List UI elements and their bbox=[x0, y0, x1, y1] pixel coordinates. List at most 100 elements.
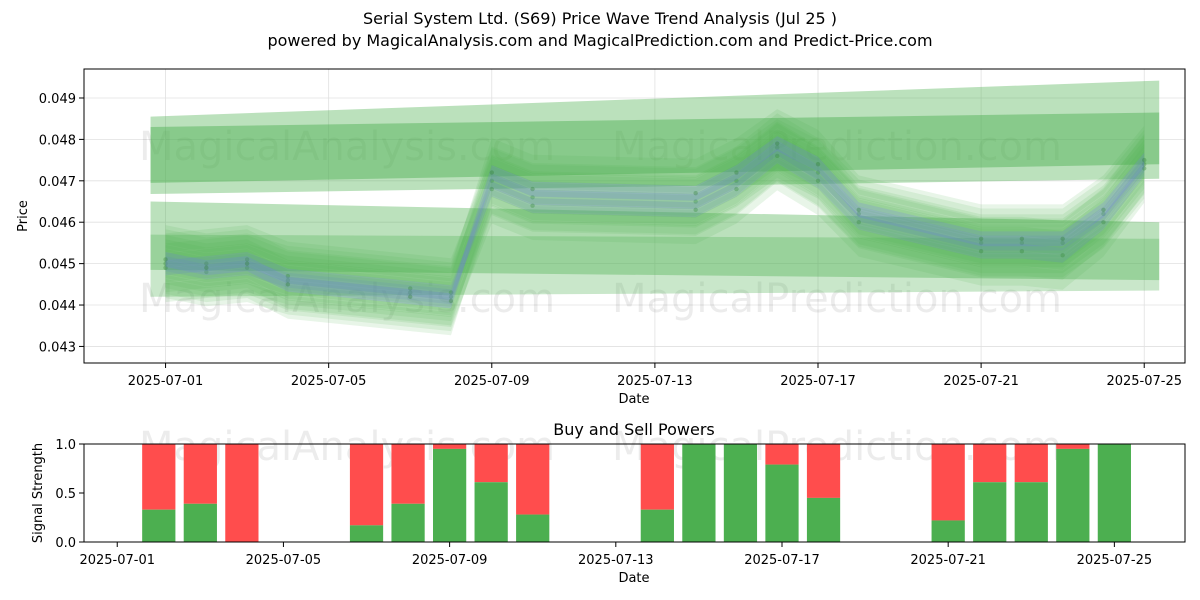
data-point bbox=[204, 265, 209, 270]
buy-bar bbox=[183, 503, 217, 542]
x-tick-label: 2025-07-09 bbox=[454, 374, 530, 389]
data-point bbox=[1101, 207, 1106, 212]
data-point bbox=[815, 170, 821, 175]
y-tick-label: 0.045 bbox=[39, 258, 76, 273]
x-tick-label: 2025-07-05 bbox=[246, 553, 322, 568]
data-point bbox=[978, 240, 984, 246]
data-point bbox=[530, 203, 535, 208]
sell-bar bbox=[806, 444, 841, 498]
data-point bbox=[693, 207, 698, 212]
sell-bar bbox=[142, 444, 176, 510]
data-point bbox=[408, 294, 413, 299]
data-point bbox=[489, 186, 494, 192]
sell-bar bbox=[225, 444, 259, 542]
sell-bar bbox=[1056, 444, 1090, 449]
sell-bar bbox=[765, 444, 799, 465]
data-point bbox=[734, 186, 739, 192]
data-point bbox=[1142, 166, 1147, 171]
trend-channel bbox=[150, 112, 1160, 183]
data-point bbox=[1019, 236, 1025, 241]
buy-bar bbox=[640, 509, 674, 542]
data-point bbox=[285, 277, 291, 283]
data-point bbox=[204, 261, 209, 266]
series-band bbox=[165, 143, 1145, 326]
data-point bbox=[448, 298, 454, 304]
buy-bar bbox=[931, 520, 965, 542]
y-tick-label: 0.043 bbox=[39, 340, 76, 355]
buy-bar bbox=[516, 514, 550, 542]
data-point bbox=[815, 178, 821, 184]
series-band bbox=[165, 109, 1145, 286]
sell-bar bbox=[973, 444, 1007, 483]
sell-bar bbox=[1014, 444, 1048, 483]
sell-bar bbox=[516, 444, 550, 515]
data-point bbox=[978, 248, 984, 254]
sell-bar bbox=[474, 444, 508, 483]
x-tick-label: 2025-07-21 bbox=[943, 374, 1019, 389]
watermark: MagicalAnalysis.com bbox=[139, 124, 555, 170]
data-point bbox=[244, 261, 250, 266]
sell-bar bbox=[391, 444, 425, 504]
trend-channel bbox=[150, 201, 1160, 281]
buy-bar bbox=[723, 444, 758, 542]
x-tick-label: 2025-07-17 bbox=[780, 374, 856, 389]
sell-bar bbox=[432, 444, 467, 449]
y-tick-label: 0.049 bbox=[39, 92, 76, 107]
data-point bbox=[530, 186, 535, 192]
buy-bar bbox=[973, 482, 1007, 542]
x-tick-label: 2025-07-09 bbox=[412, 553, 488, 568]
buy-bar bbox=[1097, 444, 1131, 542]
x-tick-label: 2025-07-05 bbox=[291, 374, 367, 389]
data-point bbox=[1101, 220, 1106, 225]
sell-bar bbox=[183, 444, 217, 504]
data-point bbox=[448, 294, 454, 299]
data-point bbox=[489, 178, 494, 184]
series-band bbox=[165, 129, 1145, 316]
buy-bar bbox=[349, 525, 384, 542]
buy-bar bbox=[806, 497, 841, 542]
data-point bbox=[285, 282, 291, 287]
x-tick-label: 2025-07-17 bbox=[744, 553, 820, 568]
y-tick-label: 0.5 bbox=[55, 487, 76, 502]
y-axis-label: Price bbox=[16, 200, 31, 232]
data-point bbox=[978, 236, 984, 241]
data-point bbox=[163, 265, 168, 270]
data-point bbox=[244, 257, 250, 262]
y-tick-label: 0.048 bbox=[39, 133, 76, 148]
data-point bbox=[693, 191, 698, 196]
x-tick-label: 2025-07-21 bbox=[910, 553, 986, 568]
plot-frame bbox=[83, 68, 1186, 364]
x-tick-label: 2025-07-25 bbox=[1106, 374, 1182, 389]
buy-bar bbox=[474, 482, 508, 542]
buy-bar bbox=[765, 464, 799, 542]
x-tick-label: 2025-07-13 bbox=[578, 553, 654, 568]
buy-bar bbox=[432, 448, 467, 542]
trend-channel bbox=[150, 234, 1160, 297]
data-point bbox=[1142, 157, 1147, 163]
y-tick-label: 1.0 bbox=[55, 438, 76, 453]
series-band bbox=[165, 133, 1145, 312]
data-point bbox=[163, 257, 168, 262]
x-tick-label: 2025-07-13 bbox=[617, 374, 693, 389]
chart-title: Serial System Ltd. (S69) Price Wave Tren… bbox=[362, 9, 838, 28]
x-tick-label: 2025-07-01 bbox=[128, 374, 204, 389]
data-point bbox=[1019, 248, 1025, 254]
sell-bar bbox=[640, 444, 674, 510]
wave-bands bbox=[150, 80, 1160, 336]
buy-bar bbox=[1056, 448, 1090, 542]
y-tick-label: 0.044 bbox=[39, 299, 76, 314]
x-tick-label: 2025-07-01 bbox=[79, 553, 155, 568]
x-axis-label: Date bbox=[618, 571, 649, 586]
data-point bbox=[734, 170, 739, 175]
buy-bar bbox=[1014, 482, 1048, 542]
buy-bar bbox=[682, 444, 716, 542]
data-point bbox=[775, 153, 780, 159]
data-point bbox=[163, 261, 168, 266]
x-axis-label: Date bbox=[618, 392, 649, 407]
data-point bbox=[1060, 236, 1065, 241]
data-point bbox=[204, 269, 209, 275]
x-tick-label: 2025-07-25 bbox=[1077, 553, 1153, 568]
data-point bbox=[1060, 253, 1065, 258]
sell-bar bbox=[349, 444, 384, 526]
